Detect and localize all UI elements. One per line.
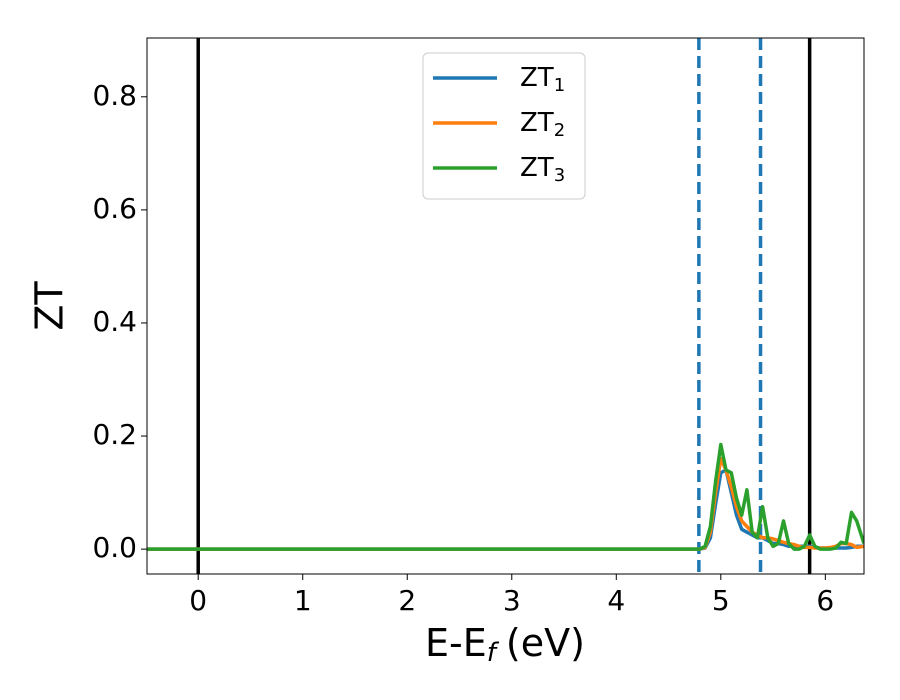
- legend-label: ZT3: [520, 153, 565, 187]
- x-label-unit: (eV): [506, 621, 585, 665]
- x-axis-label: E-Ef (eV): [425, 621, 585, 668]
- plot-area: [147, 38, 864, 574]
- y-tick-label: 0.2: [92, 418, 137, 451]
- x-tick-label: 1: [294, 584, 312, 617]
- ticks: 0 1 2 3 4 5 6 0.0 0.2 0.4 0.6 0.8: [92, 79, 834, 617]
- legend-subscript: 3: [554, 165, 565, 186]
- x-tick-label: 5: [712, 584, 730, 617]
- y-tick-label: 0.0: [92, 531, 137, 564]
- x-tick-label: 6: [816, 584, 834, 617]
- legend-label: ZT1: [520, 63, 565, 97]
- y-tick-label: 0.4: [92, 305, 137, 338]
- axes-frame: [146, 37, 865, 575]
- series-line: [147, 442, 864, 551]
- x-tick-label: 4: [607, 584, 625, 617]
- x-tick-label: 3: [503, 584, 521, 617]
- legend-subscript: 2: [554, 120, 565, 141]
- legend-label: ZT2: [520, 108, 565, 142]
- legend-name: ZT: [520, 108, 554, 138]
- legend-name: ZT: [520, 63, 554, 93]
- x-label-sub: f: [487, 638, 500, 668]
- legend-name: ZT: [520, 153, 554, 183]
- x-tick-label: 2: [398, 584, 416, 617]
- x-tick-label: 0: [189, 584, 207, 617]
- legend-subscript: 1: [554, 75, 565, 96]
- y-tick-label: 0.8: [92, 79, 137, 112]
- x-label-main: E-E: [425, 621, 487, 665]
- y-axis-label: ZT: [28, 281, 72, 331]
- y-tick-label: 0.6: [92, 192, 137, 225]
- legend-box: [422, 52, 586, 200]
